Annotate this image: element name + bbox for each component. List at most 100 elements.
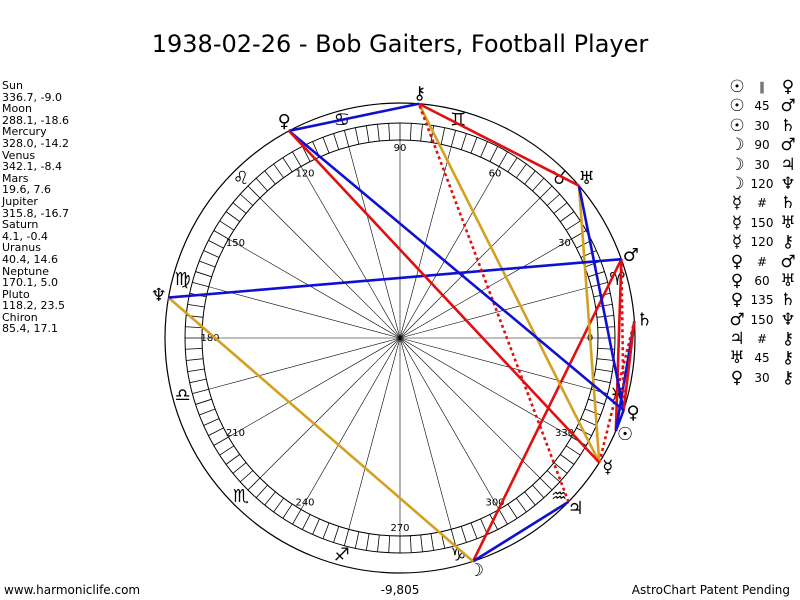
degree-tick: [498, 509, 508, 525]
aspect-symbol: 30: [754, 118, 770, 133]
position-name: Pluto: [2, 287, 30, 301]
aspect-planet-1-icon: ☉: [729, 115, 745, 136]
degree-tick: [195, 271, 212, 278]
aspect-planet-2-icon: ♂: [780, 135, 796, 156]
aspect-line: [288, 102, 420, 133]
degree-tick: [460, 133, 467, 150]
degree-tick: [247, 477, 261, 491]
degree-label: 210: [226, 428, 245, 439]
degree-tick: [333, 133, 340, 150]
aspect-row: ♀ 30 ⚷: [727, 367, 799, 388]
aspect-row: ☉ ∥ ♀: [727, 77, 799, 97]
aspect-symbol: 90: [754, 138, 770, 153]
aspect-planet-1-icon: ♅: [729, 348, 745, 369]
planet-pluto-icon: ♀: [278, 111, 291, 132]
aspect-planet-1-icon: ☿: [731, 212, 743, 233]
aspect-planet-2-icon: ♄: [780, 290, 796, 311]
aspect-planet-1-icon: ☉: [729, 77, 745, 97]
aspect-line: [620, 259, 625, 411]
zodiac-sign-icon: ♏: [233, 486, 249, 507]
position-name: Venus: [2, 148, 36, 162]
aspect-line: [622, 321, 636, 411]
degree-tick: [409, 123, 412, 141]
degree-tick: [225, 211, 241, 222]
degree-tick: [532, 177, 545, 192]
aspect-line: [288, 129, 625, 412]
aspect-row: ☿ 150 ♅: [727, 212, 799, 233]
aspect-symbol: 60: [754, 273, 770, 288]
degree-tick: [199, 260, 216, 268]
degree-tick: [559, 211, 575, 222]
zodiac-sign-icon: ♎: [175, 385, 191, 406]
bottom-value: -9,805: [380, 583, 420, 597]
degree-tick: [507, 503, 518, 519]
aspect-planet-1-icon: ☿: [731, 232, 743, 253]
aspect-symbol: 150: [750, 312, 774, 327]
spoke-line: [208, 337, 401, 390]
position-values: 85.4, 17.1: [2, 322, 58, 336]
degree-tick: [539, 185, 553, 199]
degree-tick: [192, 281, 209, 288]
degree-tick: [588, 398, 605, 405]
spoke-line: [399, 166, 500, 339]
spoke-line: [399, 238, 572, 339]
degree-tick: [460, 526, 467, 543]
degree-tick: [593, 378, 611, 384]
degree-tick: [255, 177, 268, 192]
degree-tick: [302, 514, 311, 530]
degree-tick: [225, 454, 241, 465]
position-name: Mars: [2, 171, 29, 185]
degree-tick: [185, 326, 203, 329]
aspect-planet-2-icon: ♅: [780, 270, 796, 291]
degree-tick: [420, 124, 423, 142]
position-name: Sun: [2, 79, 23, 92]
footer-patent: AstroChart Patent Pending: [631, 583, 790, 597]
position-values: 40.4, 14.6: [2, 252, 58, 266]
aspect-planet-2-icon: ♃: [780, 154, 796, 175]
position-values: 170.1, 5.0: [2, 276, 58, 290]
degree-tick: [189, 378, 207, 384]
chart-title: 1938-02-26 - Bob Gaiters, Football Playe…: [151, 30, 649, 58]
degree-tick: [186, 358, 204, 361]
spoke-line: [399, 337, 452, 530]
degree-tick: [516, 163, 527, 179]
degree-tick: [539, 477, 553, 491]
degree-tick: [377, 124, 380, 142]
degree-tick: [430, 533, 435, 551]
aspect-planet-2-icon: ⚷: [781, 348, 795, 369]
degree-tick: [203, 418, 220, 426]
aspect-planet-2-icon: ♂: [780, 96, 796, 117]
planet-mercury-icon: ☿: [602, 457, 613, 478]
degree-label: 30: [558, 238, 571, 249]
planet-chiron-icon: ⚷: [413, 83, 426, 104]
aspect-planet-2-icon: ♆: [780, 173, 796, 194]
degree-tick: [208, 427, 224, 436]
aspect-planet-2-icon: ♄: [780, 115, 796, 136]
degree-tick: [470, 137, 478, 154]
spoke-line: [259, 337, 401, 479]
spoke-line: [399, 337, 572, 438]
aspect-row: ♀ # ♂: [727, 252, 799, 272]
footer-website: www.harmoniclife.com: [4, 583, 141, 597]
aspect-line: [577, 185, 601, 463]
degree-tick: [571, 230, 587, 240]
aspect-row: ☉ 45 ♂: [727, 96, 799, 117]
degree-label: 300: [485, 498, 504, 509]
spoke-line: [228, 337, 401, 438]
spoke-line: [228, 238, 401, 339]
aspect-line: [472, 500, 570, 563]
degree-tick: [203, 250, 220, 258]
aspect-row: ♅ 45 ⚷: [727, 348, 799, 369]
aspect-line: [598, 320, 636, 463]
position-values: 315.8, -16.7: [2, 206, 69, 220]
aspect-planet-1-icon: ☽: [729, 135, 745, 156]
position-name: Chiron: [2, 310, 38, 324]
degree-tick: [524, 170, 536, 185]
aspect-row: ♂ 150 ♆: [727, 310, 799, 330]
degree-tick: [273, 163, 284, 179]
degree-tick: [192, 388, 209, 395]
aspect-line: [288, 130, 601, 464]
aspect-planet-2-icon: ⚷: [781, 367, 795, 388]
degree-tick: [187, 303, 205, 308]
degree-tick: [498, 151, 508, 167]
